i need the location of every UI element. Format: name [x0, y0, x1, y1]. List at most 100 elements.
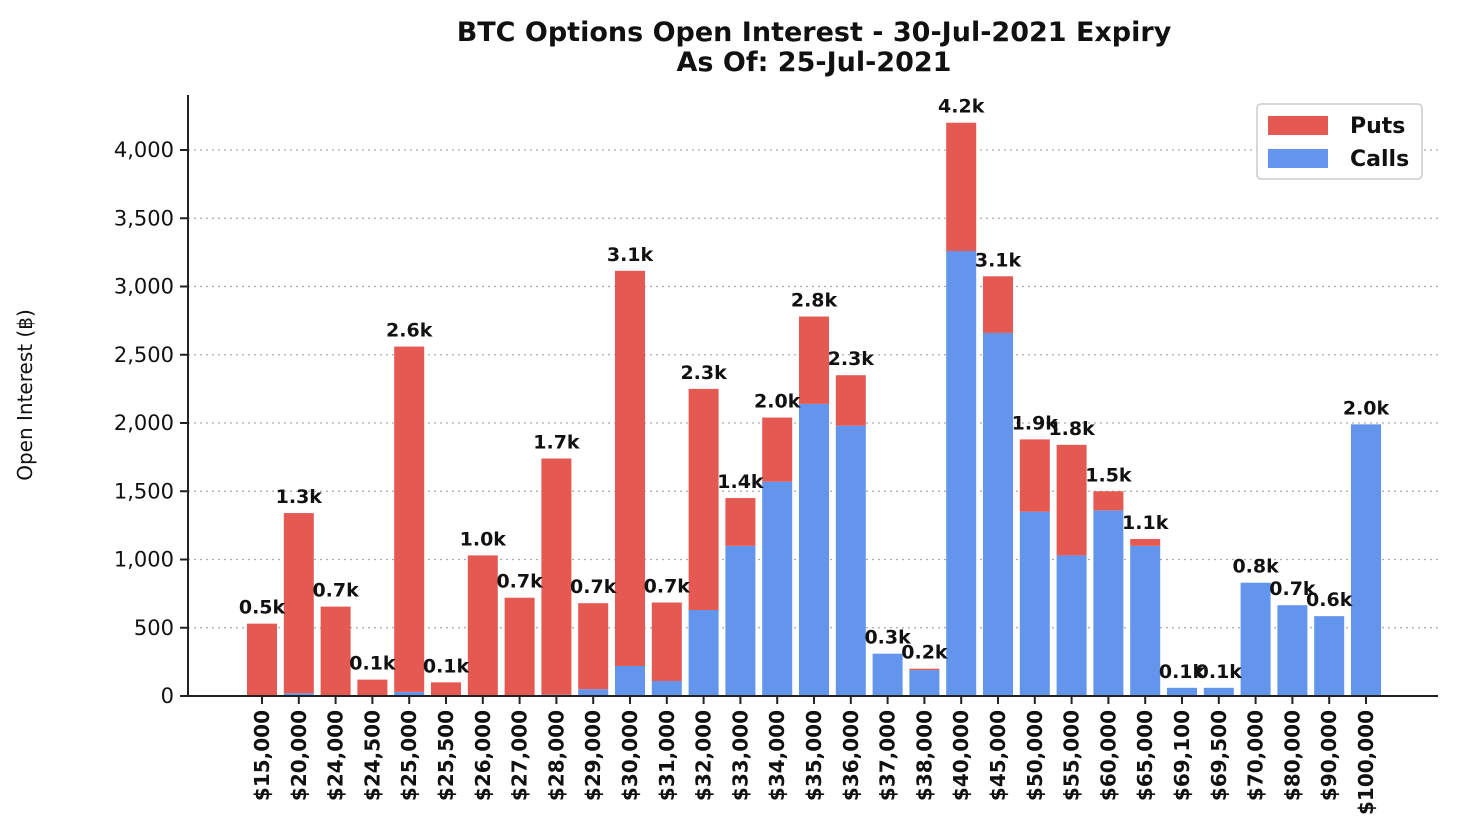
bar-calls — [1019, 511, 1050, 696]
bar-calls — [872, 653, 903, 696]
bar-puts — [909, 668, 940, 671]
bar-calls — [1056, 555, 1087, 696]
y-tick-label: 0 — [161, 684, 174, 708]
x-tick-label: $70,000 — [1244, 710, 1268, 801]
data-label: 0.2k — [901, 642, 948, 664]
data-label: 1.7k — [533, 431, 580, 453]
bar-puts — [283, 513, 314, 694]
data-label: 0.1k — [423, 655, 470, 677]
bar-puts — [725, 498, 756, 546]
y-tick-label: 3,500 — [114, 206, 174, 230]
data-label: 1.5k — [1085, 464, 1132, 486]
y-axis-label: Open Interest (฿) — [13, 309, 37, 481]
data-label: 0.1k — [1196, 661, 1243, 683]
bar-calls — [1314, 616, 1345, 696]
data-label: 1.3k — [276, 486, 323, 508]
bar-calls — [1167, 687, 1197, 696]
bar-calls — [1351, 424, 1381, 696]
bar-puts — [320, 606, 351, 696]
x-tick-label: $38,000 — [912, 710, 936, 801]
bar-puts — [946, 122, 977, 252]
bar-puts — [467, 555, 498, 696]
chart-subtitle: As Of: 25-Jul-2021 — [677, 47, 952, 78]
data-label: 1.9k — [1012, 412, 1059, 434]
bar-calls — [283, 693, 314, 696]
y-tick-label: 500 — [134, 616, 174, 640]
bar-calls — [615, 665, 645, 696]
x-tick-label: $35,000 — [802, 710, 826, 801]
data-label: 1.0k — [460, 528, 507, 550]
bar-puts — [615, 270, 645, 666]
x-tick-label: $45,000 — [986, 710, 1010, 801]
bar-calls — [946, 251, 977, 696]
data-label: 2.8k — [791, 290, 838, 312]
x-tick-label: $30,000 — [618, 710, 642, 801]
bar-calls — [835, 425, 866, 696]
data-label: 0.7k — [1269, 578, 1316, 600]
x-tick-label: $90,000 — [1317, 710, 1341, 801]
legend-label-calls: Calls — [1350, 147, 1409, 172]
data-label: 0.1k — [349, 653, 396, 675]
chart-title: BTC Options Open Interest - 30-Jul-2021 … — [457, 17, 1172, 48]
bar-puts — [651, 602, 682, 681]
bar-calls — [799, 403, 829, 696]
legend: Puts Calls — [1256, 103, 1423, 180]
x-tick-label: $50,000 — [1023, 710, 1047, 801]
data-label: 2.3k — [680, 362, 727, 384]
data-label: 2.0k — [754, 391, 801, 413]
data-label: 3.1k — [607, 244, 654, 266]
data-label: 0.8k — [1232, 556, 1279, 578]
bar-puts — [1093, 491, 1124, 511]
x-tick-label: $100,000 — [1354, 710, 1378, 815]
bar-puts — [357, 679, 388, 696]
data-label: 0.5k — [239, 597, 286, 619]
bar-calls — [762, 481, 793, 696]
x-tick-label: $20,000 — [287, 710, 311, 801]
x-tick-label: $24,000 — [324, 710, 348, 801]
bar-calls — [1130, 545, 1161, 696]
bar-calls — [1240, 582, 1271, 696]
data-label: 1.1k — [1122, 512, 1169, 534]
bar-puts — [799, 316, 829, 404]
bar-puts — [431, 682, 461, 696]
data-label: 0.3k — [864, 627, 911, 649]
legend-swatch-puts — [1268, 116, 1328, 135]
data-label: 0.1k — [1159, 661, 1206, 683]
x-tick-label: $26,000 — [471, 710, 495, 801]
bar-puts — [983, 276, 1013, 333]
data-label: 0.7k — [496, 571, 543, 593]
data-label: 2.6k — [386, 320, 433, 342]
x-tick-label: $60,000 — [1096, 710, 1120, 801]
data-label: 2.3k — [828, 348, 875, 370]
x-tick-label: $69,500 — [1207, 710, 1231, 801]
bars-group — [247, 122, 1381, 696]
bar-calls — [688, 610, 719, 696]
y-tick-label: 2,500 — [114, 343, 174, 367]
x-tick-label: $25,000 — [397, 710, 421, 801]
x-tick-label: $29,000 — [581, 710, 605, 801]
bar-puts — [578, 603, 609, 690]
x-tick-label: $69,100 — [1170, 710, 1194, 801]
bar-calls — [1203, 687, 1234, 696]
bar-calls — [394, 691, 425, 696]
y-tick-label: 2,000 — [114, 411, 174, 435]
bar-calls — [1093, 510, 1124, 696]
bar-puts — [762, 417, 793, 482]
x-tick-label: $80,000 — [1280, 710, 1304, 801]
x-tick-label: $37,000 — [876, 710, 900, 801]
y-tick-label: 3,000 — [114, 275, 174, 299]
x-tick-label: $40,000 — [949, 710, 973, 801]
bar-calls — [983, 332, 1013, 696]
x-tick-label: $27,000 — [508, 710, 532, 801]
data-label: 0.6k — [1306, 589, 1353, 611]
bar-puts — [247, 623, 277, 696]
x-tick-label: $34,000 — [765, 710, 789, 801]
x-tick-label: $36,000 — [839, 710, 863, 801]
x-tick-label: $33,000 — [728, 710, 752, 801]
x-tick-label: $28,000 — [544, 710, 568, 801]
x-tick-label: $15,000 — [250, 710, 274, 801]
y-tick-label: 1,500 — [114, 479, 174, 503]
data-label: 3.1k — [975, 249, 1022, 271]
legend-label-puts: Puts — [1350, 114, 1405, 139]
